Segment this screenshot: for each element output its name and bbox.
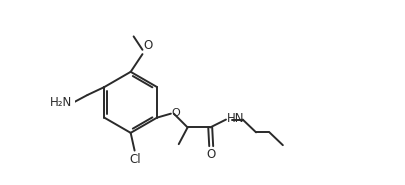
Text: O: O xyxy=(143,39,153,52)
Text: Cl: Cl xyxy=(129,152,141,166)
Text: HN: HN xyxy=(226,112,244,125)
Text: O: O xyxy=(207,148,216,161)
Text: H₂N: H₂N xyxy=(49,96,72,109)
Text: O: O xyxy=(171,108,180,118)
